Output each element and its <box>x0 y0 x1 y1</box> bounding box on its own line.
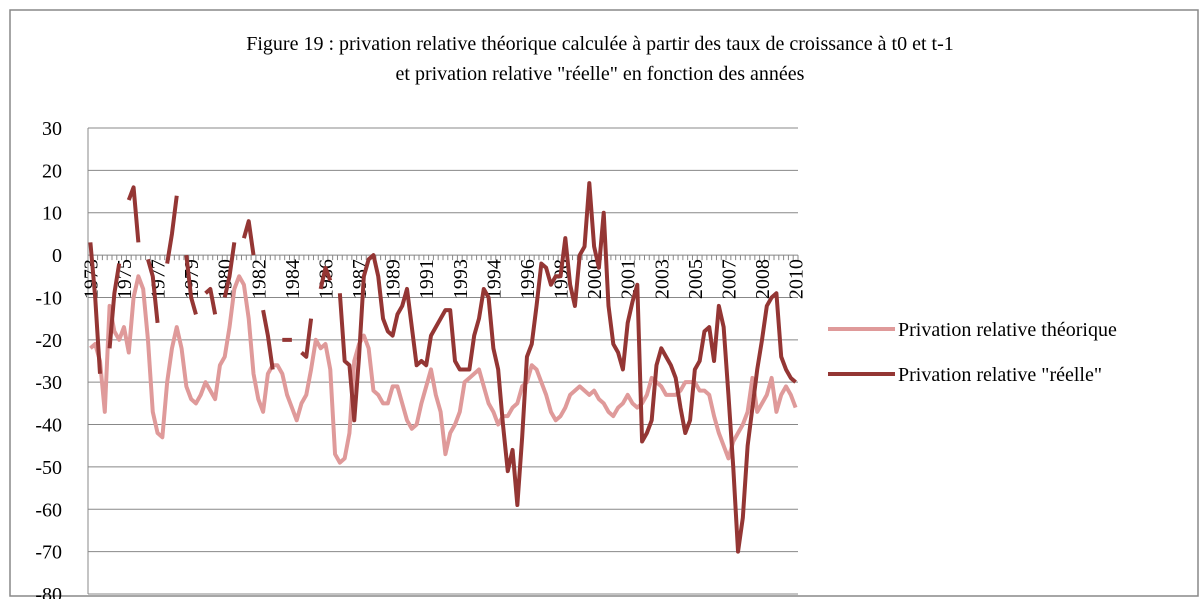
y-tick-label: -60 <box>35 499 62 521</box>
x-tick-label: 2008 <box>752 259 774 299</box>
x-tick-label: 1993 <box>450 259 472 299</box>
x-tick-label: 1984 <box>282 259 304 299</box>
y-tick-label: -80 <box>35 584 62 599</box>
x-tick-label: 1996 <box>517 259 539 299</box>
y-tick-label: -40 <box>35 415 62 437</box>
y-tick-label: -10 <box>35 287 62 309</box>
y-tick-label: 10 <box>42 203 62 225</box>
y-tick-label: -50 <box>35 457 62 479</box>
y-tick-label: 0 <box>52 245 62 267</box>
chart-title: Figure 19 : privation relative théorique… <box>246 33 954 55</box>
chart-frame <box>9 9 1199 597</box>
chart-subtitle: et privation relative "réelle" en foncti… <box>396 63 805 85</box>
x-tick-label: 1989 <box>383 259 405 299</box>
x-tick-label: 2005 <box>685 259 707 299</box>
y-tick-label: 30 <box>42 118 62 140</box>
x-tick-label: 2007 <box>718 259 740 299</box>
y-tick-label: 20 <box>42 160 62 182</box>
x-tick-label: 1986 <box>315 259 337 299</box>
x-tick-label: 1982 <box>248 259 270 299</box>
y-tick-label: -30 <box>35 372 62 394</box>
x-tick-label: 2003 <box>651 259 673 299</box>
x-tick-label: 1994 <box>483 259 505 299</box>
legend-label: Privation relative "réelle" <box>898 364 1102 386</box>
x-tick-label: 1973 <box>80 259 102 299</box>
legend-label: Privation relative théorique <box>898 319 1117 341</box>
x-tick-label: 2010 <box>786 259 808 299</box>
y-tick-label: -70 <box>35 542 62 564</box>
x-tick-label: 2000 <box>584 259 606 299</box>
series-line <box>88 181 797 554</box>
y-tick-label: -20 <box>35 330 62 352</box>
x-tick-label: 1991 <box>416 259 438 299</box>
